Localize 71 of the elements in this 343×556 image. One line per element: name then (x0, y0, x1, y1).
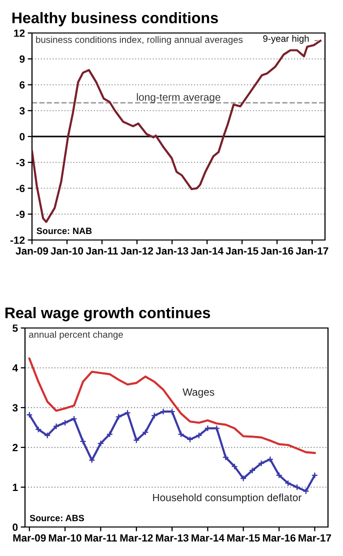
point (70, 415, 78, 422)
point (106, 430, 113, 438)
point (248, 467, 256, 474)
x-tick-label: Jan-17 (296, 247, 328, 255)
point (294, 484, 300, 491)
y-tick-label: -6 (16, 184, 25, 192)
point (142, 428, 149, 436)
point (62, 419, 68, 426)
x-tick-label: Mar-17 (298, 534, 332, 542)
point (80, 438, 86, 445)
y-tick-label: 0 (12, 524, 18, 531)
point (302, 488, 310, 495)
point (258, 460, 265, 467)
point (178, 430, 184, 438)
point (35, 426, 42, 433)
series-label: Household consumption deflator (153, 494, 302, 504)
point (97, 440, 104, 447)
point (186, 436, 194, 443)
x-tick-label: Jan-13 (156, 247, 188, 255)
x-tick-label: Mar-11 (84, 534, 117, 542)
point (115, 413, 122, 420)
y-tick-label: 12 (14, 30, 25, 37)
chart-title: Healthy business conditions (12, 12, 218, 26)
point (240, 475, 247, 482)
x-tick-label: Mar-15 (227, 534, 260, 542)
point (133, 436, 140, 444)
annotation: Source: ABS (30, 514, 84, 522)
point (231, 463, 238, 470)
x-tick-label: Jan-16 (260, 247, 294, 255)
point (88, 456, 96, 464)
y-tick-label: 3 (20, 107, 25, 115)
point (222, 454, 229, 461)
annotation: 9-year high (263, 35, 309, 44)
y-tick-label: -9 (16, 210, 25, 218)
point (44, 432, 51, 439)
chart-subtitle: business conditions index, rolling annual averages (36, 36, 243, 45)
x-tick-label: Mar-10 (48, 534, 82, 542)
x-tick-label: Mar-12 (120, 534, 153, 542)
y-tick-label: 6 (20, 81, 25, 89)
annotation: Source: NAB (36, 228, 92, 234)
point (52, 422, 60, 430)
y-tick-label: 9 (20, 55, 25, 63)
x-tick-label: Jan-14 (190, 247, 224, 255)
x-tick-label: Mar-14 (192, 534, 224, 542)
chart-title: Real wage growth continues (5, 307, 210, 322)
point (196, 432, 202, 439)
x-tick-label: Mar-13 (156, 534, 188, 542)
x-tick-label: Jan-09 (16, 247, 48, 255)
x-tick-label: Mar-09 (13, 534, 46, 542)
x-tick-label: Jan-15 (226, 247, 258, 255)
y-tick-label: 5 (12, 324, 18, 332)
y-tick-label: 4 (12, 364, 18, 372)
ref-line-label: long-term average (136, 93, 220, 103)
x-tick-label: Jan-11 (86, 247, 118, 255)
y-tick-label: 1 (12, 484, 18, 491)
y-tick-label: 2 (12, 444, 18, 452)
chart-subtitle: annual percent change (29, 330, 123, 340)
point (124, 409, 131, 416)
y-tick-label: 0 (20, 133, 25, 140)
x-tick-label: Jan-12 (120, 247, 154, 255)
x-tick-label: Mar-16 (262, 534, 296, 542)
point (151, 412, 158, 419)
point (266, 456, 274, 463)
y-tick-label: -12 (10, 236, 25, 244)
point (284, 480, 292, 487)
point (276, 472, 282, 479)
x-tick-label: Jan-10 (50, 247, 84, 255)
line-series (28, 358, 316, 454)
series-label: Wages (182, 388, 214, 398)
y-tick-label: -3 (16, 158, 25, 166)
y-tick-label: 3 (12, 404, 18, 412)
